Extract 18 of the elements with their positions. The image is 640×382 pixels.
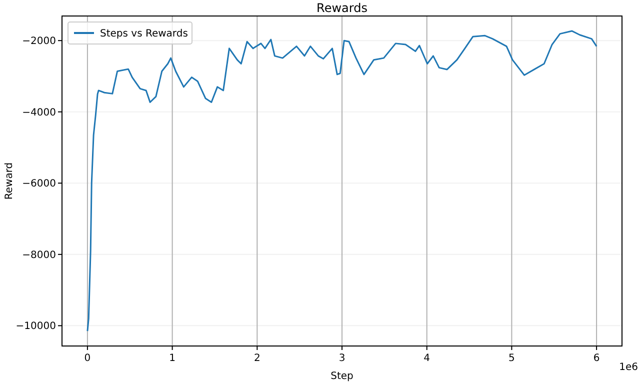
x-tick-label: 4 [424, 353, 430, 364]
x-tick-label: 2 [254, 353, 260, 364]
y-tick-label: −4000 [22, 107, 56, 118]
y-tick-label: −2000 [22, 36, 56, 48]
x-tick-label: 5 [508, 353, 515, 364]
legend-label: Steps vs Rewards [100, 28, 188, 40]
y-tick-label: −10000 [16, 321, 56, 332]
y-tick-label: −6000 [22, 178, 56, 190]
x-tick-label: 3 [338, 353, 346, 364]
x-tick-label: 1 [169, 353, 176, 364]
y-tick-label: −8000 [22, 250, 56, 261]
y-axis-title: Reward [4, 162, 15, 200]
x-tick-label: 0 [84, 353, 91, 364]
text: 1e6 [619, 362, 638, 373]
x-axis-title: Step [330, 371, 354, 382]
line-series [86, 30, 598, 332]
x-tick-label: 6 [593, 353, 600, 364]
chart-title: Rewards [316, 1, 368, 15]
